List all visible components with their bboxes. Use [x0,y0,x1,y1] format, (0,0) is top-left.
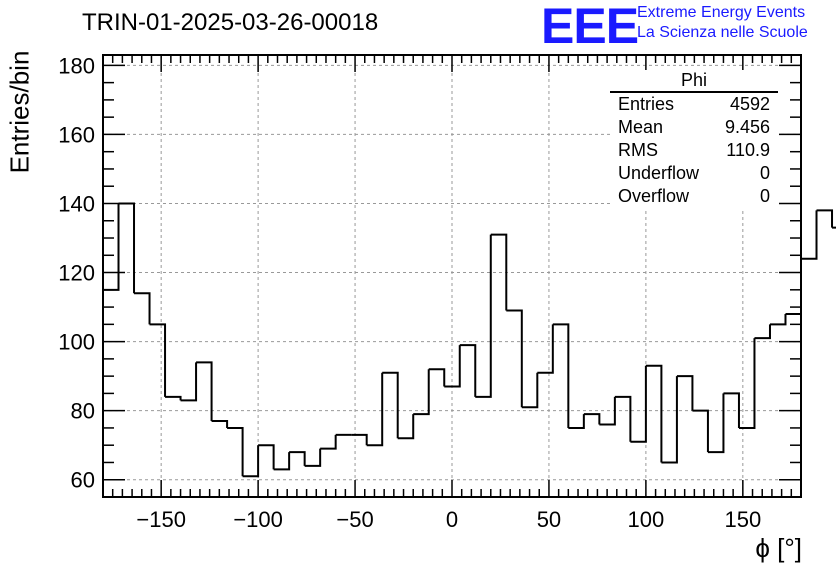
histogram-bin [366,372,384,447]
histogram-bin [816,209,834,228]
y-tick-label: 160 [58,122,95,147]
histogram-bin [630,365,647,443]
stats-key: Entries [618,94,675,114]
x-tick-label: −100 [233,507,283,532]
histogram-bin [444,345,461,388]
stats-value: 110.9 [726,140,770,160]
stats-row-entries: Entries 4592 [610,93,778,116]
histogram-bin [490,233,508,311]
histogram-bin [196,361,213,422]
histogram-bin [118,202,136,294]
histogram-bin [289,451,306,466]
stats-key: RMS [618,140,658,160]
grid-lines [103,55,801,497]
histogram-bin [227,426,244,477]
histogram-bin [258,444,275,470]
stats-value: 0 [759,163,770,183]
histogram-bin [801,210,818,260]
histogram-bin [537,324,554,374]
x-tick-label: 100 [628,507,665,532]
histogram-bars [102,202,836,497]
histogram-bin [723,392,740,428]
stats-row-mean: Mean 9.456 [610,116,778,139]
histogram-bin [692,409,709,453]
x-tick-label: −50 [336,507,373,532]
x-axis-label: ϕ [°] [755,533,802,563]
histogram-bin [304,448,322,467]
histogram-bin [459,344,477,397]
histogram-bin [599,396,616,426]
y-tick-label: 60 [71,468,95,493]
histogram-bin [614,395,632,442]
stats-row-rms: RMS 110.9 [610,139,778,162]
histogram-bin [413,369,430,416]
histogram-bin [134,292,151,325]
y-tick-label: 180 [58,53,95,78]
histogram-bin [242,445,260,478]
run-title: TRIN-01-2025-03-26-00018 [82,9,379,36]
y-tick-label: 120 [58,261,95,286]
logo-line-1: Extreme Energy Events [637,4,806,21]
y-tick-label: 80 [71,399,95,424]
axis-ticks [103,55,801,497]
histogram-bin [661,376,678,464]
stats-value: 9.456 [724,117,770,137]
histogram-bin [676,375,694,411]
stats-row-underflow: Underflow 0 [610,162,778,185]
stats-key: Underflow [618,163,700,183]
histogram-bin [568,414,585,429]
histogram-bin [583,413,601,425]
histogram-bin [428,368,446,387]
histogram-bin [273,452,291,471]
stats-value: 4592 [729,94,770,114]
stats-title: Phi [610,70,778,93]
histogram-bin [180,362,198,402]
histogram-bin [738,338,756,429]
x-tick-label: 0 [446,507,458,532]
histogram-bin [521,372,539,409]
stats-box: Phi Entries 4592 Mean 9.456 RMS 110.9 Un… [610,70,778,208]
histogram-bin [351,433,368,446]
y-tick-label: 140 [58,191,95,216]
histogram-bin [552,323,570,428]
histogram-bin [211,420,229,428]
histogram-bin [320,434,337,450]
histogram-bin [149,323,167,397]
histogram-bin [165,395,182,401]
x-tick-label: −150 [136,507,186,532]
stats-row-overflow: Overflow 0 [610,185,778,208]
logo-line-2: La Scienza nelle Scuole [637,24,808,41]
histogram-bin [707,393,725,454]
eee-logo: EEE [541,0,639,54]
histogram-bin [754,324,771,340]
stats-value: 0 [759,186,770,206]
histogram-bin [769,313,787,326]
axis-tick-labels: −150 −100 −50 0 50 100 150 60 80 100 120 140 160 180 [58,53,761,532]
histogram-bin [506,309,523,408]
histogram-bin [785,258,802,315]
y-tick-label: 100 [58,330,95,355]
histogram-bin [382,371,399,439]
histogram-bin [475,234,492,398]
stats-key: Mean [618,117,664,137]
y-axis-label: Entries/bin [4,50,35,174]
x-tick-label: 50 [537,507,561,532]
histogram-bin [397,414,415,440]
stats-key: Overflow [618,186,690,206]
histogram-bin [645,364,663,463]
x-tick-label: 150 [724,507,761,532]
histogram-bin [102,203,120,497]
